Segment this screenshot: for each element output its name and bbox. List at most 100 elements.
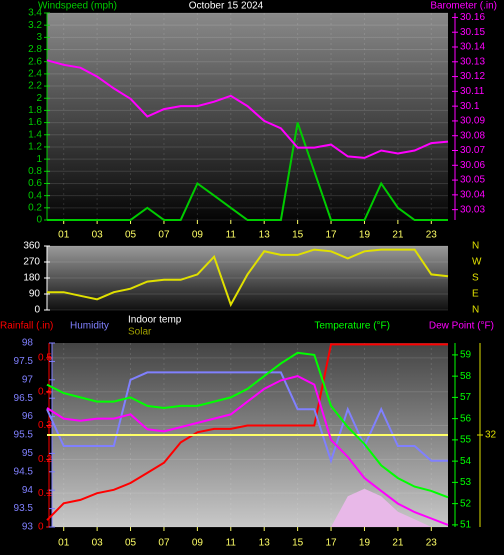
tick-label: 51 [460,520,472,531]
legend-label: Humidity [70,321,109,332]
tick-label: 0 [38,522,44,533]
tick-label: 0.5 [38,353,52,364]
x-tick-label: 05 [125,538,137,549]
x-tick-label: 09 [192,230,204,241]
x-tick-label: 19 [359,538,371,549]
series-line [46,343,448,521]
tick-label: 30.1 [460,101,480,112]
series-line [46,351,449,499]
tick-label: 59 [460,350,472,361]
tick-label: 0 [34,305,40,316]
x-tick-label: 03 [92,538,104,549]
chart-title: October 15 2024 [189,1,264,12]
tick-label: 95.5 [14,430,34,441]
legend-label: Windspeed (mph) [38,1,117,12]
tick-label: 30.04 [460,190,485,201]
plot-background [47,13,448,220]
tick-label: 0.2 [38,454,52,465]
tick-label: 2.8 [28,44,42,55]
x-tick-label: 09 [192,538,204,549]
tick-label: 2.2 [28,81,42,92]
tick-label: 55 [460,435,472,446]
plot-background [47,246,448,310]
tick-label: 2.6 [28,56,42,67]
tick-label: 30.14 [460,42,485,53]
tick-label: 30.07 [460,145,485,156]
legend-label: Temperature (°F) [314,321,390,332]
tick-label: 0.2 [28,202,42,213]
tick-label: 94.5 [14,466,34,477]
x-tick-label: 11 [226,230,237,241]
tick-label: 93 [22,522,34,533]
x-tick-label: 01 [58,538,70,549]
x-tick-label: 03 [92,230,104,241]
tick-label: 0.4 [28,190,42,201]
tick-label: 30.03 [460,204,485,215]
tick-label: 96 [22,411,34,422]
tick-label: 96.5 [14,393,34,404]
tick-label: 1 [36,154,42,165]
x-tick-label: 13 [259,230,271,241]
tick-label: 1.8 [28,105,42,116]
tick-label: 97.5 [14,356,34,367]
tick-label: 180 [23,273,40,284]
tick-label: 1.6 [28,117,42,128]
legend-label: Rainfall (.in) [0,321,53,332]
tick-label: 0.4 [38,386,52,397]
series-line [46,375,449,526]
tick-label: 30.15 [460,27,485,38]
tick-label: 0 [36,215,42,226]
tick-label: 94 [22,485,34,496]
tick-label: 93.5 [14,503,34,514]
x-tick-label: 17 [325,538,337,549]
tick-label: N [472,305,479,316]
tick-label: 3.4 [28,8,42,19]
tick-label: 98 [22,338,34,349]
legend-label: Indoor temp [128,315,182,326]
tick-label: 0.1 [38,488,52,499]
tick-label: E [472,289,479,300]
tick-label: 1.2 [28,142,42,153]
tick-label: 270 [23,257,40,268]
x-tick-label: 15 [292,538,304,549]
tick-label: 0.6 [28,178,42,189]
series-line [46,371,448,465]
tick-label: 32 [485,430,497,441]
legend-label: Dew Point (°F) [429,321,494,332]
tick-label: 30.08 [460,130,485,141]
tick-label: 360 [23,241,40,252]
tick-label: 30.06 [460,160,485,171]
x-tick-label: 19 [359,230,371,241]
x-tick-label: 23 [426,538,438,549]
tick-label: 30.11 [460,86,485,97]
x-tick-label: 15 [292,230,304,241]
tick-label: 2.4 [28,69,42,80]
series-line [47,122,448,221]
tick-label: 54 [460,456,472,467]
x-tick-label: 21 [392,230,404,241]
tick-label: 0.3 [38,420,52,431]
x-tick-label: 11 [226,538,237,549]
tick-label: N [472,241,479,252]
tick-label: 30.09 [460,116,485,127]
tick-label: 3 [36,32,42,43]
tick-label: 95 [22,448,34,459]
tick-label: 97 [22,374,34,385]
x-tick-label: 01 [58,230,70,241]
legend-label: Solar [128,327,152,338]
tick-label: 30.16 [460,12,485,23]
tick-label: 56 [460,413,472,424]
x-tick-label: 23 [426,230,438,241]
tick-label: 30.13 [460,56,485,67]
tick-label: 3.2 [28,20,42,31]
tick-label: 57 [460,392,472,403]
tick-label: 1.4 [28,129,42,140]
tick-label: 30.05 [460,175,485,186]
series-line [47,248,449,308]
tick-label: S [472,273,479,284]
legend-label: Barometer (.in) [430,1,497,12]
x-tick-label: 21 [392,538,404,549]
tick-label: 52 [460,498,472,509]
tick-label: 90 [29,289,41,300]
